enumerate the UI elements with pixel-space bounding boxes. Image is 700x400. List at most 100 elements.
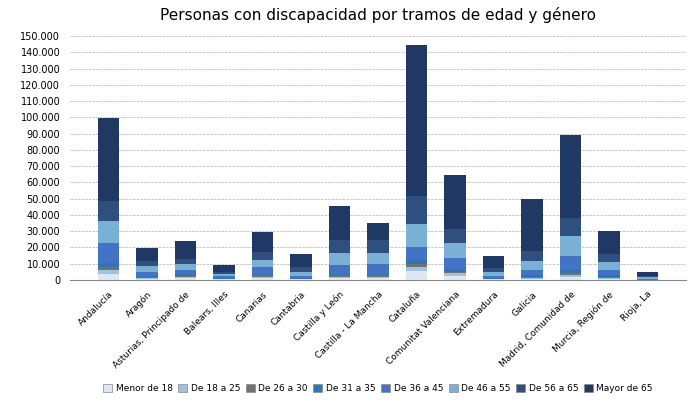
Bar — [252, 232, 273, 252]
Bar — [522, 270, 542, 276]
Bar — [214, 272, 235, 274]
Bar — [98, 201, 119, 221]
Bar — [252, 275, 273, 276]
Bar — [368, 264, 388, 274]
Bar — [329, 278, 350, 280]
Bar — [290, 272, 312, 276]
Bar — [329, 276, 350, 278]
Bar — [560, 236, 581, 256]
Bar — [329, 254, 350, 265]
Bar — [368, 275, 388, 276]
Bar — [136, 279, 158, 280]
Bar — [175, 277, 196, 278]
Bar — [444, 269, 466, 272]
Title: Personas con discapacidad por tramos de edad y género: Personas con discapacidad por tramos de … — [160, 7, 596, 23]
Bar — [560, 270, 581, 273]
Bar — [252, 276, 273, 278]
Bar — [560, 218, 581, 236]
Bar — [175, 258, 196, 264]
Bar — [175, 274, 196, 276]
Bar — [368, 253, 388, 264]
Bar — [444, 229, 466, 243]
Bar — [175, 270, 196, 274]
Bar — [214, 279, 235, 280]
Bar — [406, 45, 427, 196]
Bar — [290, 279, 312, 280]
Bar — [175, 241, 196, 258]
Bar — [98, 118, 119, 201]
Bar — [444, 274, 466, 276]
Bar — [598, 278, 620, 279]
Bar — [598, 276, 620, 278]
Bar — [252, 274, 273, 275]
Bar — [406, 264, 427, 267]
Bar — [329, 274, 350, 275]
Bar — [406, 260, 427, 264]
Bar — [368, 278, 388, 280]
Legend: Menor de 18, De 18 a 25, De 26 a 30, De 31 a 35, De 36 a 45, De 46 a 55, De 56 a: Menor de 18, De 18 a 25, De 26 a 30, De … — [99, 380, 657, 396]
Bar — [483, 272, 504, 276]
Bar — [329, 240, 350, 254]
Bar — [136, 261, 158, 266]
Bar — [406, 196, 427, 224]
Bar — [560, 275, 581, 277]
Bar — [522, 278, 542, 279]
Bar — [175, 278, 196, 280]
Bar — [136, 276, 158, 278]
Bar — [522, 251, 542, 261]
Bar — [98, 270, 119, 274]
Bar — [368, 274, 388, 275]
Bar — [598, 262, 620, 270]
Bar — [98, 244, 119, 263]
Bar — [522, 199, 542, 251]
Bar — [252, 267, 273, 274]
Bar — [252, 260, 273, 267]
Bar — [98, 267, 119, 270]
Bar — [329, 275, 350, 276]
Bar — [598, 279, 620, 280]
Bar — [483, 256, 504, 268]
Bar — [598, 254, 620, 262]
Bar — [175, 276, 196, 277]
Bar — [598, 231, 620, 254]
Bar — [136, 248, 158, 261]
Bar — [560, 135, 581, 218]
Bar — [98, 274, 119, 280]
Bar — [598, 270, 620, 276]
Bar — [329, 265, 350, 274]
Bar — [406, 271, 427, 280]
Bar — [368, 240, 388, 253]
Bar — [98, 263, 119, 267]
Bar — [290, 267, 312, 272]
Bar — [136, 278, 158, 279]
Bar — [444, 272, 466, 274]
Bar — [560, 256, 581, 270]
Bar — [136, 266, 158, 272]
Bar — [444, 243, 466, 258]
Bar — [483, 268, 504, 272]
Bar — [637, 277, 658, 279]
Bar — [560, 277, 581, 280]
Bar — [483, 279, 504, 280]
Bar — [406, 267, 427, 271]
Bar — [329, 206, 350, 240]
Bar — [368, 223, 388, 240]
Bar — [175, 264, 196, 270]
Bar — [560, 273, 581, 275]
Bar — [214, 265, 235, 272]
Bar — [406, 224, 427, 247]
Bar — [522, 261, 542, 270]
Bar — [214, 274, 235, 276]
Bar — [252, 252, 273, 260]
Bar — [290, 276, 312, 278]
Bar — [136, 272, 158, 276]
Bar — [444, 175, 466, 229]
Bar — [483, 276, 504, 278]
Bar — [522, 276, 542, 278]
Bar — [444, 276, 466, 280]
Bar — [637, 272, 658, 276]
Bar — [444, 258, 466, 269]
Bar — [290, 254, 312, 267]
Bar — [252, 278, 273, 280]
Bar — [406, 247, 427, 260]
